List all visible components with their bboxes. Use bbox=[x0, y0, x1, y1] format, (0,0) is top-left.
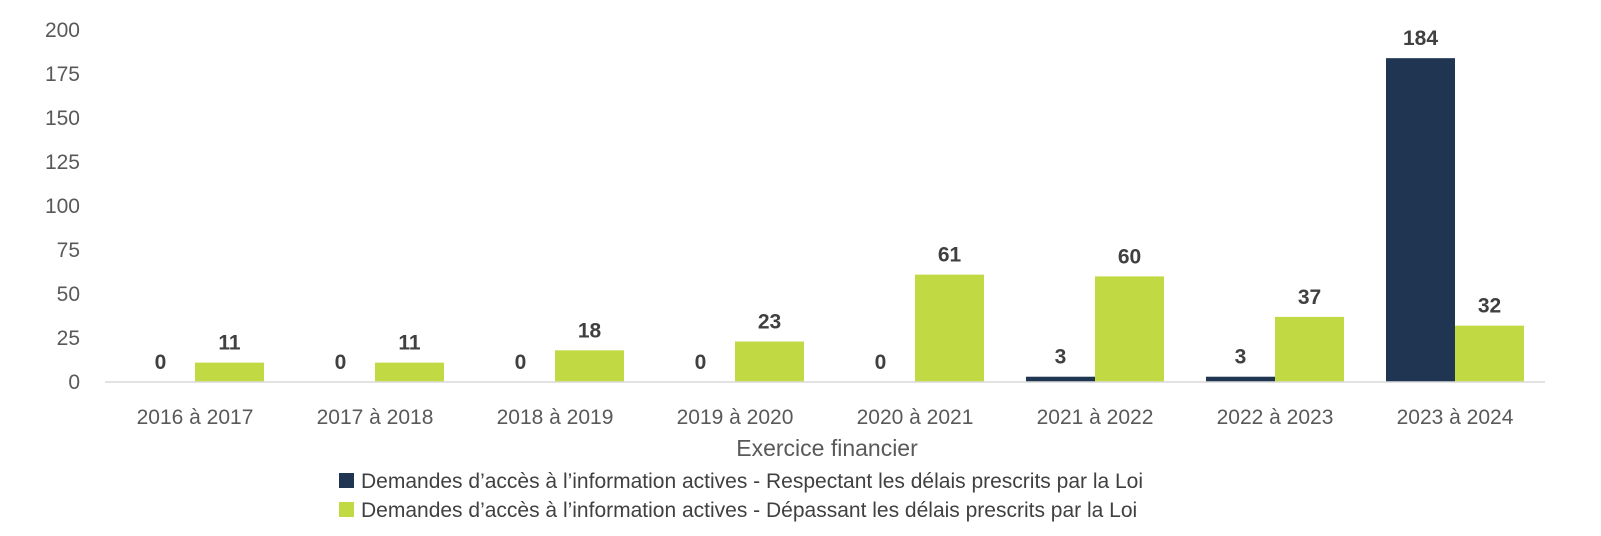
data-label: 60 bbox=[1118, 245, 1141, 268]
bar-series-2 bbox=[1095, 276, 1164, 382]
data-label: 3 bbox=[1055, 346, 1067, 369]
data-label: 37 bbox=[1298, 286, 1321, 309]
data-label: 3 bbox=[1235, 346, 1247, 369]
y-tick-label: 200 bbox=[45, 19, 80, 42]
legend-swatch bbox=[339, 502, 354, 517]
y-tick-label: 125 bbox=[45, 151, 80, 174]
x-tick-label: 2023 à 2024 bbox=[1397, 406, 1514, 429]
x-tick-label: 2018 à 2019 bbox=[497, 406, 614, 429]
data-label: 61 bbox=[938, 244, 962, 267]
data-label: 11 bbox=[398, 332, 421, 355]
data-label: 184 bbox=[1403, 27, 1438, 50]
bar-series-2 bbox=[555, 350, 624, 382]
bars bbox=[195, 58, 1524, 382]
x-axis: 2016 à 2017 2017 à 2018 2018 à 2019 2019 à … bbox=[137, 406, 1514, 429]
x-tick-label: 2019 à 2020 bbox=[677, 406, 794, 429]
data-label: 0 bbox=[335, 351, 347, 374]
bar-series-2 bbox=[375, 362, 444, 382]
data-labels: 0 11 0 11 0 18 0 23 0 61 3 60 3 37 184 32 bbox=[155, 27, 1502, 374]
legend-swatch bbox=[339, 473, 354, 488]
bar-series-2 bbox=[1275, 316, 1344, 382]
x-tick-label: 2021 à 2022 bbox=[1037, 406, 1154, 429]
data-label: 0 bbox=[155, 351, 167, 374]
x-tick-label: 2016 à 2017 bbox=[137, 406, 254, 429]
data-label: 0 bbox=[695, 351, 707, 374]
data-label: 0 bbox=[875, 351, 887, 374]
bar-series-2 bbox=[915, 274, 984, 382]
x-tick-label: 2022 à 2023 bbox=[1217, 406, 1334, 429]
bar-series-2 bbox=[1455, 325, 1524, 382]
bar-series-2 bbox=[195, 362, 264, 382]
legend: Demandes d’accès à l’information actives… bbox=[339, 470, 1143, 522]
x-tick-label: 2020 à 2021 bbox=[857, 406, 974, 429]
bar-series-1 bbox=[1206, 376, 1275, 382]
y-axis: 0 25 50 75 100 125 150 175 200 bbox=[45, 19, 80, 394]
data-label: 18 bbox=[578, 319, 602, 342]
bar-series-2 bbox=[735, 341, 804, 382]
y-tick-label: 150 bbox=[45, 107, 80, 130]
x-tick-label: 2017 à 2018 bbox=[317, 406, 434, 429]
y-tick-label: 75 bbox=[57, 239, 80, 262]
y-tick-label: 175 bbox=[45, 63, 80, 86]
x-axis-title: Exercice financier bbox=[736, 435, 918, 461]
bar-series-1 bbox=[1026, 376, 1095, 382]
legend-label: Demandes d’accès à l’information actives… bbox=[361, 499, 1137, 522]
data-label: 0 bbox=[515, 351, 527, 374]
legend-label: Demandes d’accès à l’information actives… bbox=[361, 470, 1143, 493]
bar-series-1 bbox=[1386, 58, 1455, 382]
y-tick-label: 50 bbox=[57, 283, 80, 306]
y-tick-label: 100 bbox=[45, 195, 80, 218]
data-label: 23 bbox=[758, 311, 781, 334]
y-tick-label: 25 bbox=[57, 327, 80, 350]
data-label: 32 bbox=[1478, 295, 1501, 318]
y-tick-label: 0 bbox=[68, 371, 80, 394]
data-label: 11 bbox=[218, 332, 241, 355]
